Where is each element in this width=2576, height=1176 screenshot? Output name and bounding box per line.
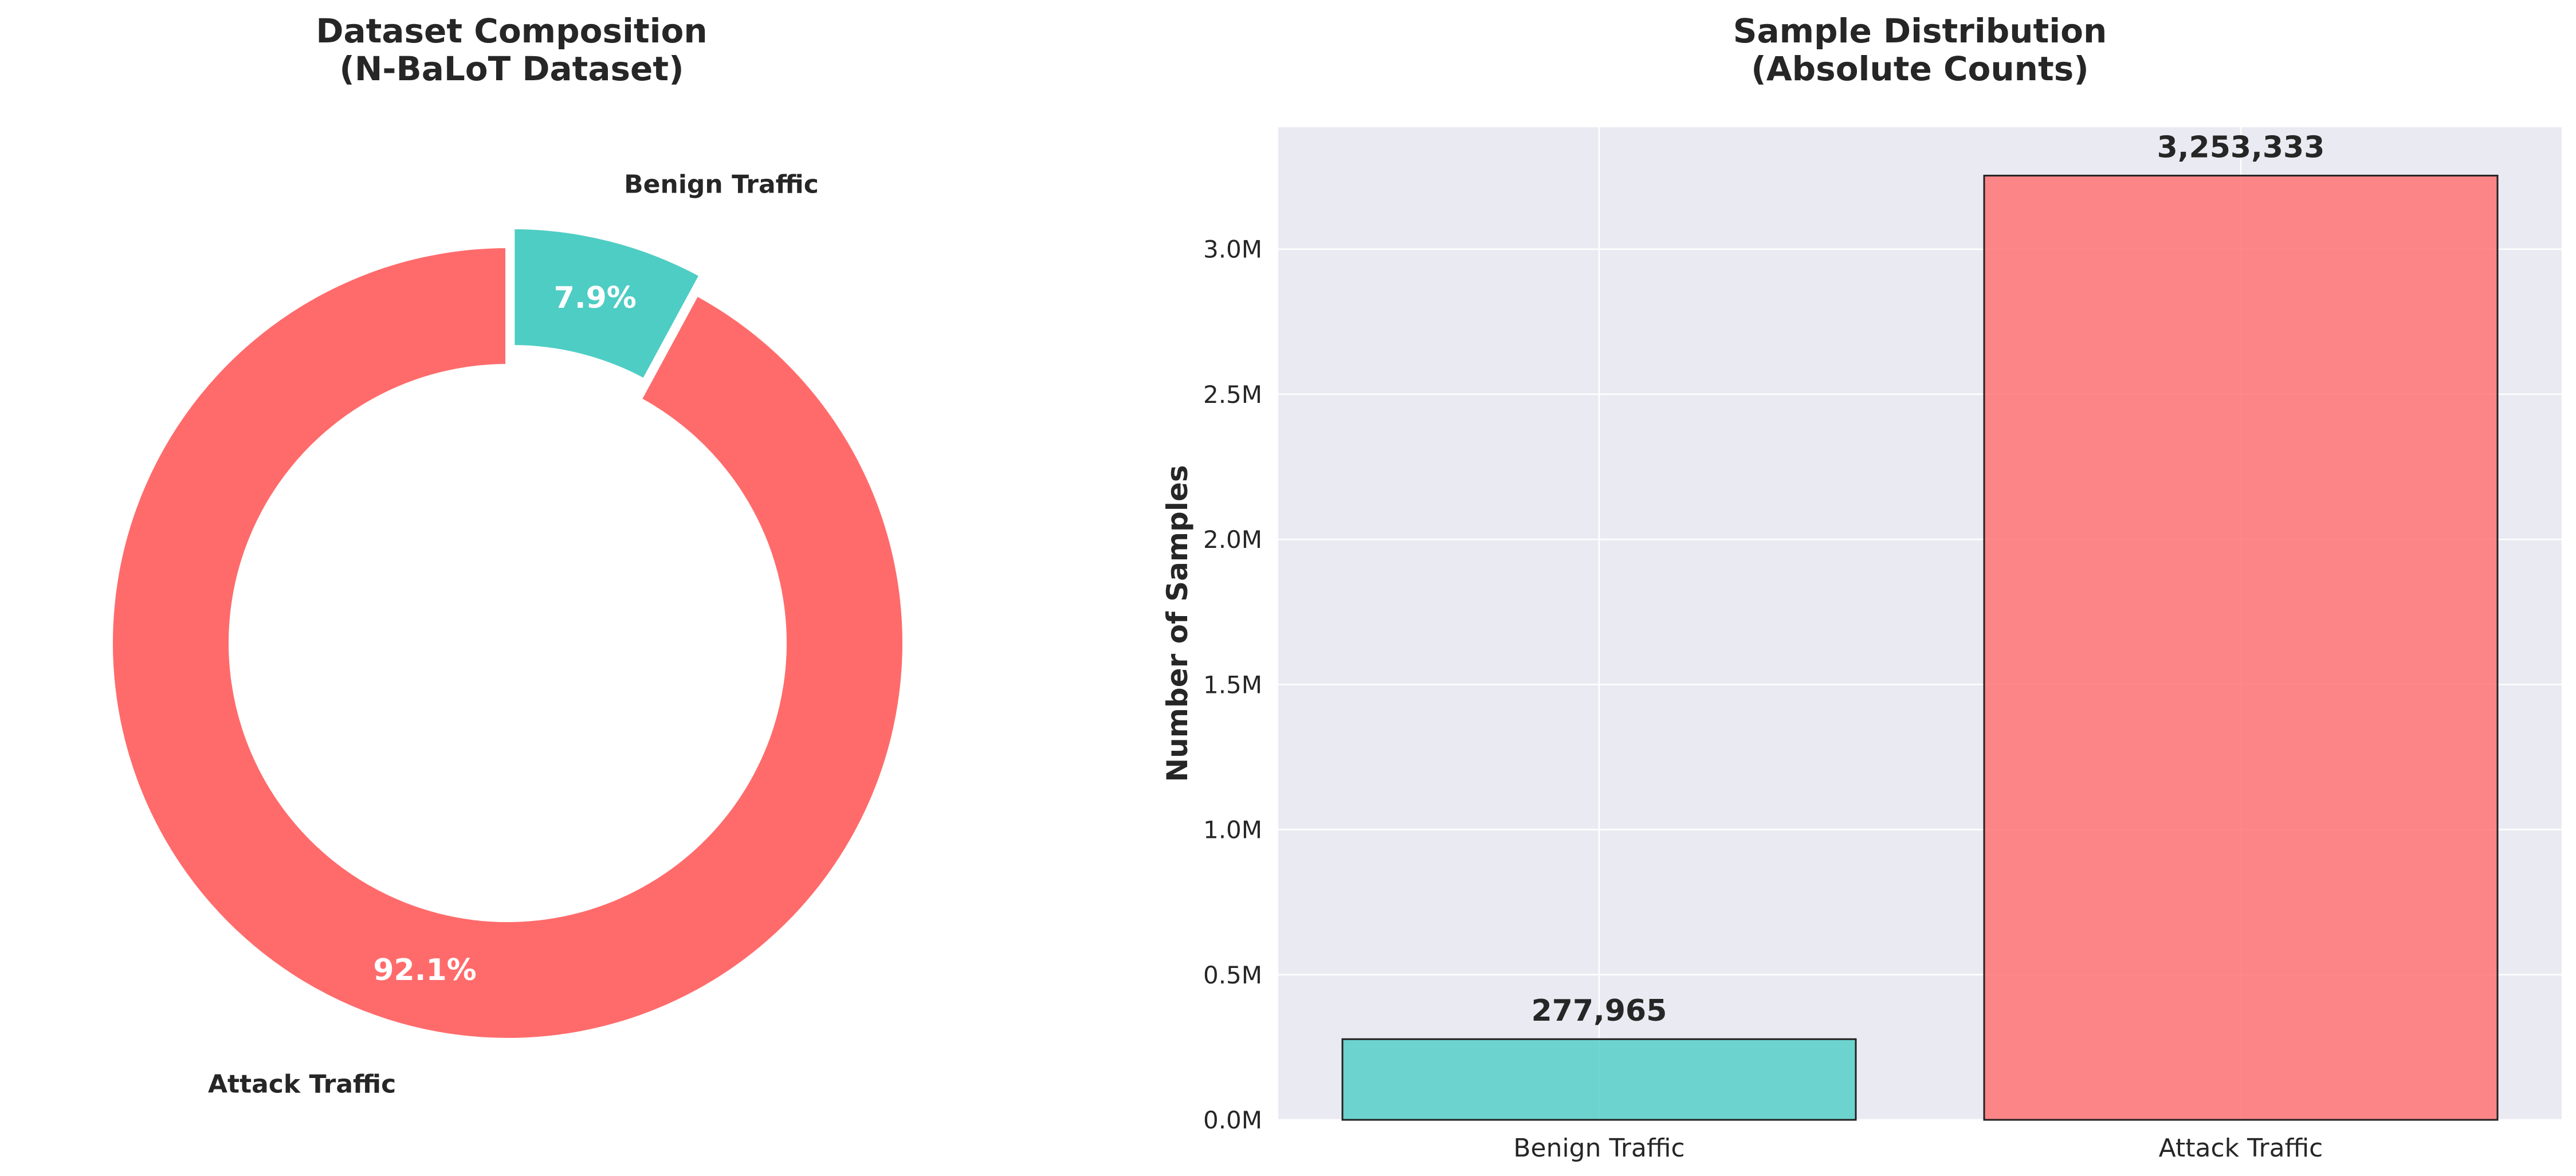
- bar-benign-traffic: [1341, 1038, 1857, 1121]
- slice-label-benign-traffic: Benign Traffic: [624, 170, 819, 199]
- bar-chart-title-line-2: (Absolute Counts): [1751, 49, 2088, 88]
- slice-label-attack-traffic: Attack Traffic: [208, 1070, 396, 1099]
- x-tick-label-benign-traffic: Benign Traffic: [1513, 1134, 1684, 1163]
- y-tick-label: 3.0M: [1203, 236, 1262, 264]
- y-tick-label: 2.5M: [1203, 381, 1262, 409]
- bar-value-label-attack-traffic: 3,253,333: [2157, 130, 2325, 164]
- slice-percent-benign-traffic: 7.9%: [554, 281, 637, 315]
- donut-slices: [108, 225, 907, 1042]
- bar-chart-title-line-1: Sample Distribution: [1733, 11, 2107, 50]
- slice-percent-attack-traffic: 92.1%: [373, 953, 476, 987]
- slice-benign-traffic: [510, 225, 705, 384]
- y-axis-label: Number of Samples: [1161, 465, 1194, 782]
- x-axis-ticks: Benign Traffic Attack Traffic: [1513, 1134, 2323, 1163]
- bars: 277,965 3,253,333: [1341, 130, 2499, 1121]
- bar-value-label-benign-traffic: 277,965: [1532, 994, 1667, 1028]
- y-tick-label: 0.0M: [1203, 1106, 1262, 1134]
- donut-chart-title-line-1: Dataset Composition: [316, 11, 707, 50]
- x-tick-label-attack-traffic: Attack Traffic: [2159, 1134, 2323, 1163]
- y-tick-label: 2.0M: [1203, 526, 1262, 554]
- donut-chart-title-line-2: (N-BaLoT Dataset): [339, 49, 684, 88]
- y-tick-label: 0.5M: [1203, 961, 1262, 989]
- y-tick-label: 1.5M: [1203, 671, 1262, 699]
- bar-attack-traffic: [1983, 174, 2499, 1121]
- y-axis-ticks: 0.0M 0.5M 1.0M 1.5M 2.0M 2.5M 3.0M: [1203, 236, 1262, 1134]
- slice-attack-traffic: [108, 243, 907, 1042]
- y-tick-label: 1.0M: [1203, 816, 1262, 844]
- donut-chart: Dataset Composition (N-BaLoT Dataset) 7.…: [108, 11, 907, 1099]
- donut-labels: 7.9% Benign Traffic 92.1% Attack Traffic: [208, 170, 819, 1099]
- bar-chart: Sample Distribution (Absolute Counts) 0.…: [1161, 11, 2562, 1163]
